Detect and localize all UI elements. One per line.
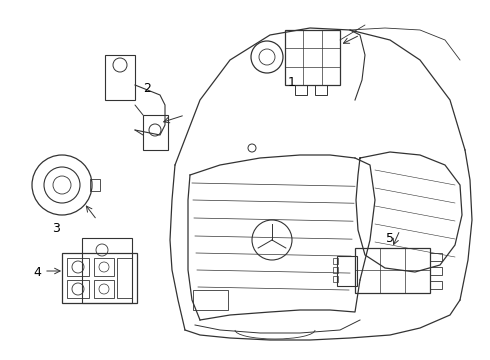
- Bar: [94, 280, 114, 298]
- Bar: [105, 55, 135, 100]
- Bar: [193, 290, 228, 310]
- Bar: [333, 267, 338, 273]
- Bar: [430, 281, 442, 289]
- Bar: [90, 179, 100, 191]
- Text: 3: 3: [52, 221, 60, 234]
- Bar: [333, 276, 338, 282]
- Bar: [143, 115, 168, 150]
- Bar: [94, 258, 114, 276]
- Text: 1: 1: [288, 76, 296, 89]
- Bar: [285, 30, 340, 85]
- Bar: [82, 238, 132, 303]
- Bar: [355, 248, 430, 293]
- Bar: [315, 85, 327, 95]
- Bar: [430, 253, 442, 261]
- Bar: [62, 253, 137, 303]
- Bar: [67, 280, 89, 298]
- Bar: [337, 256, 357, 286]
- Text: 5: 5: [386, 231, 394, 244]
- Bar: [333, 258, 338, 264]
- Text: 4: 4: [33, 266, 41, 279]
- Bar: [430, 267, 442, 275]
- Text: 2: 2: [143, 81, 151, 95]
- Bar: [295, 85, 307, 95]
- Bar: [117, 258, 132, 298]
- Bar: [67, 258, 89, 276]
